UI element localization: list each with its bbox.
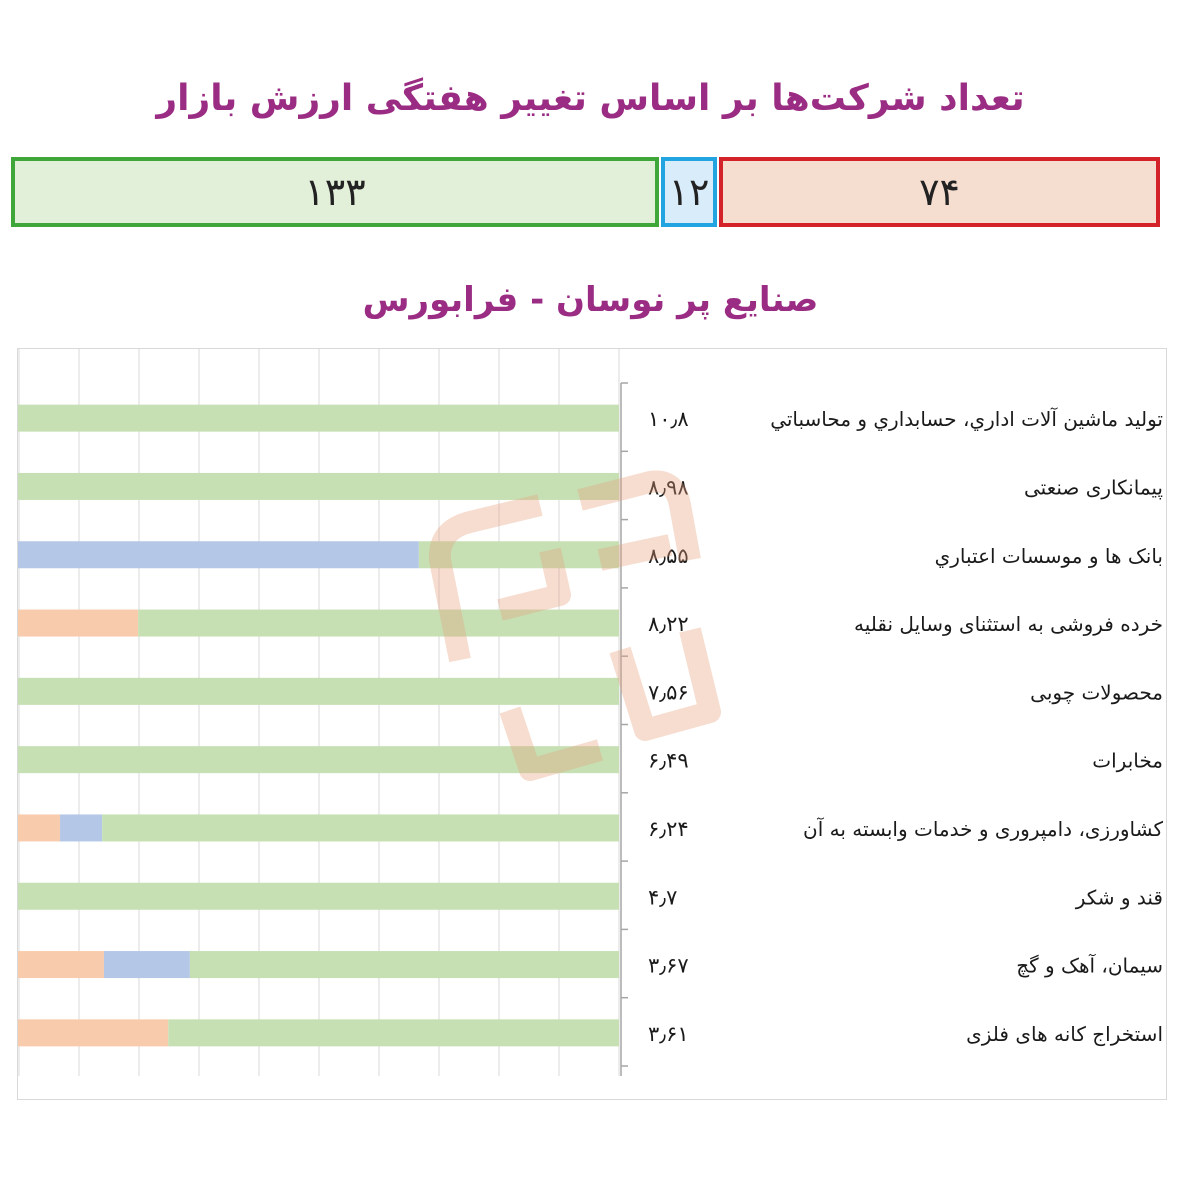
bar-segment <box>60 814 103 842</box>
bar-segment <box>102 814 619 842</box>
bar-segment <box>168 1019 619 1047</box>
category-label: کشاورزی، دامپروری و خدمات وابسته به آن <box>803 816 1163 842</box>
bar-segment <box>18 814 61 842</box>
value-label: ۸٫۲۲ <box>648 612 689 636</box>
category-label: قند و شکر <box>1075 885 1163 909</box>
increase-count-box: ۱۳۳ <box>11 157 659 227</box>
value-label: ۸٫۹۸ <box>648 475 689 499</box>
decrease-count: ۷۴ <box>919 170 960 214</box>
decrease-count-box: ۷۴ <box>719 157 1160 227</box>
category-label: استخراج کانه های فلزی <box>966 1022 1163 1046</box>
bar-segment <box>189 951 620 979</box>
bar-segment <box>103 951 190 979</box>
category-label: خرده فروشی به استثنای وسایل نقلیه <box>854 612 1163 636</box>
bar-segment <box>18 541 419 569</box>
category-label: سیمان، آهک و گچ <box>1016 953 1163 978</box>
stacked-bar-chart: ۱۰٫۸ تولید ماشین آلات اداري، حسابداري و م… <box>18 349 1163 1076</box>
bar-segment <box>418 541 619 569</box>
bar-segment <box>18 472 619 500</box>
bar-segment <box>18 609 139 637</box>
unchanged-count: ۱۲ <box>668 170 710 214</box>
value-label: ۶٫۲۴ <box>648 817 689 841</box>
bar-segment <box>18 746 619 774</box>
value-label: ۳٫۶۷ <box>648 954 689 978</box>
chart-title: صنایع پر نوسان - فرابورس <box>362 280 819 320</box>
value-label: ۴٫۷ <box>648 885 677 909</box>
value-label: ۳٫۶۱ <box>648 1022 689 1046</box>
bar-segment <box>18 951 104 979</box>
category-label: محصولات چوبی <box>1030 680 1163 704</box>
bar-segment <box>18 882 619 910</box>
value-label: ۱۰٫۸ <box>648 407 689 431</box>
increase-count: ۱۳۳ <box>304 170 366 214</box>
bar-segment <box>138 609 619 637</box>
page-title: تعداد شرکت‌ها بر اساس تغییر هفتگی ارزش ب… <box>156 78 1025 119</box>
bar-segment <box>18 677 619 705</box>
value-label: ۶٫۴۹ <box>648 749 689 773</box>
value-label: ۷٫۵۶ <box>648 680 689 704</box>
category-label: پیمانکاری صنعتی <box>1024 475 1163 500</box>
chart-frame: ۱۰٫۸ تولید ماشین آلات اداري، حسابداري و م… <box>17 348 1167 1100</box>
category-label: بانک ها و موسسات اعتباري <box>935 544 1163 569</box>
category-label: تولید ماشین آلات اداري، حسابداري و محاسب… <box>770 406 1163 432</box>
value-label: ۸٫۵۵ <box>648 544 689 568</box>
bar-segment <box>18 404 619 432</box>
bar-segment <box>18 1019 169 1047</box>
category-label: مخابرات <box>1092 749 1163 773</box>
unchanged-count-box: ۱۲ <box>661 157 717 227</box>
